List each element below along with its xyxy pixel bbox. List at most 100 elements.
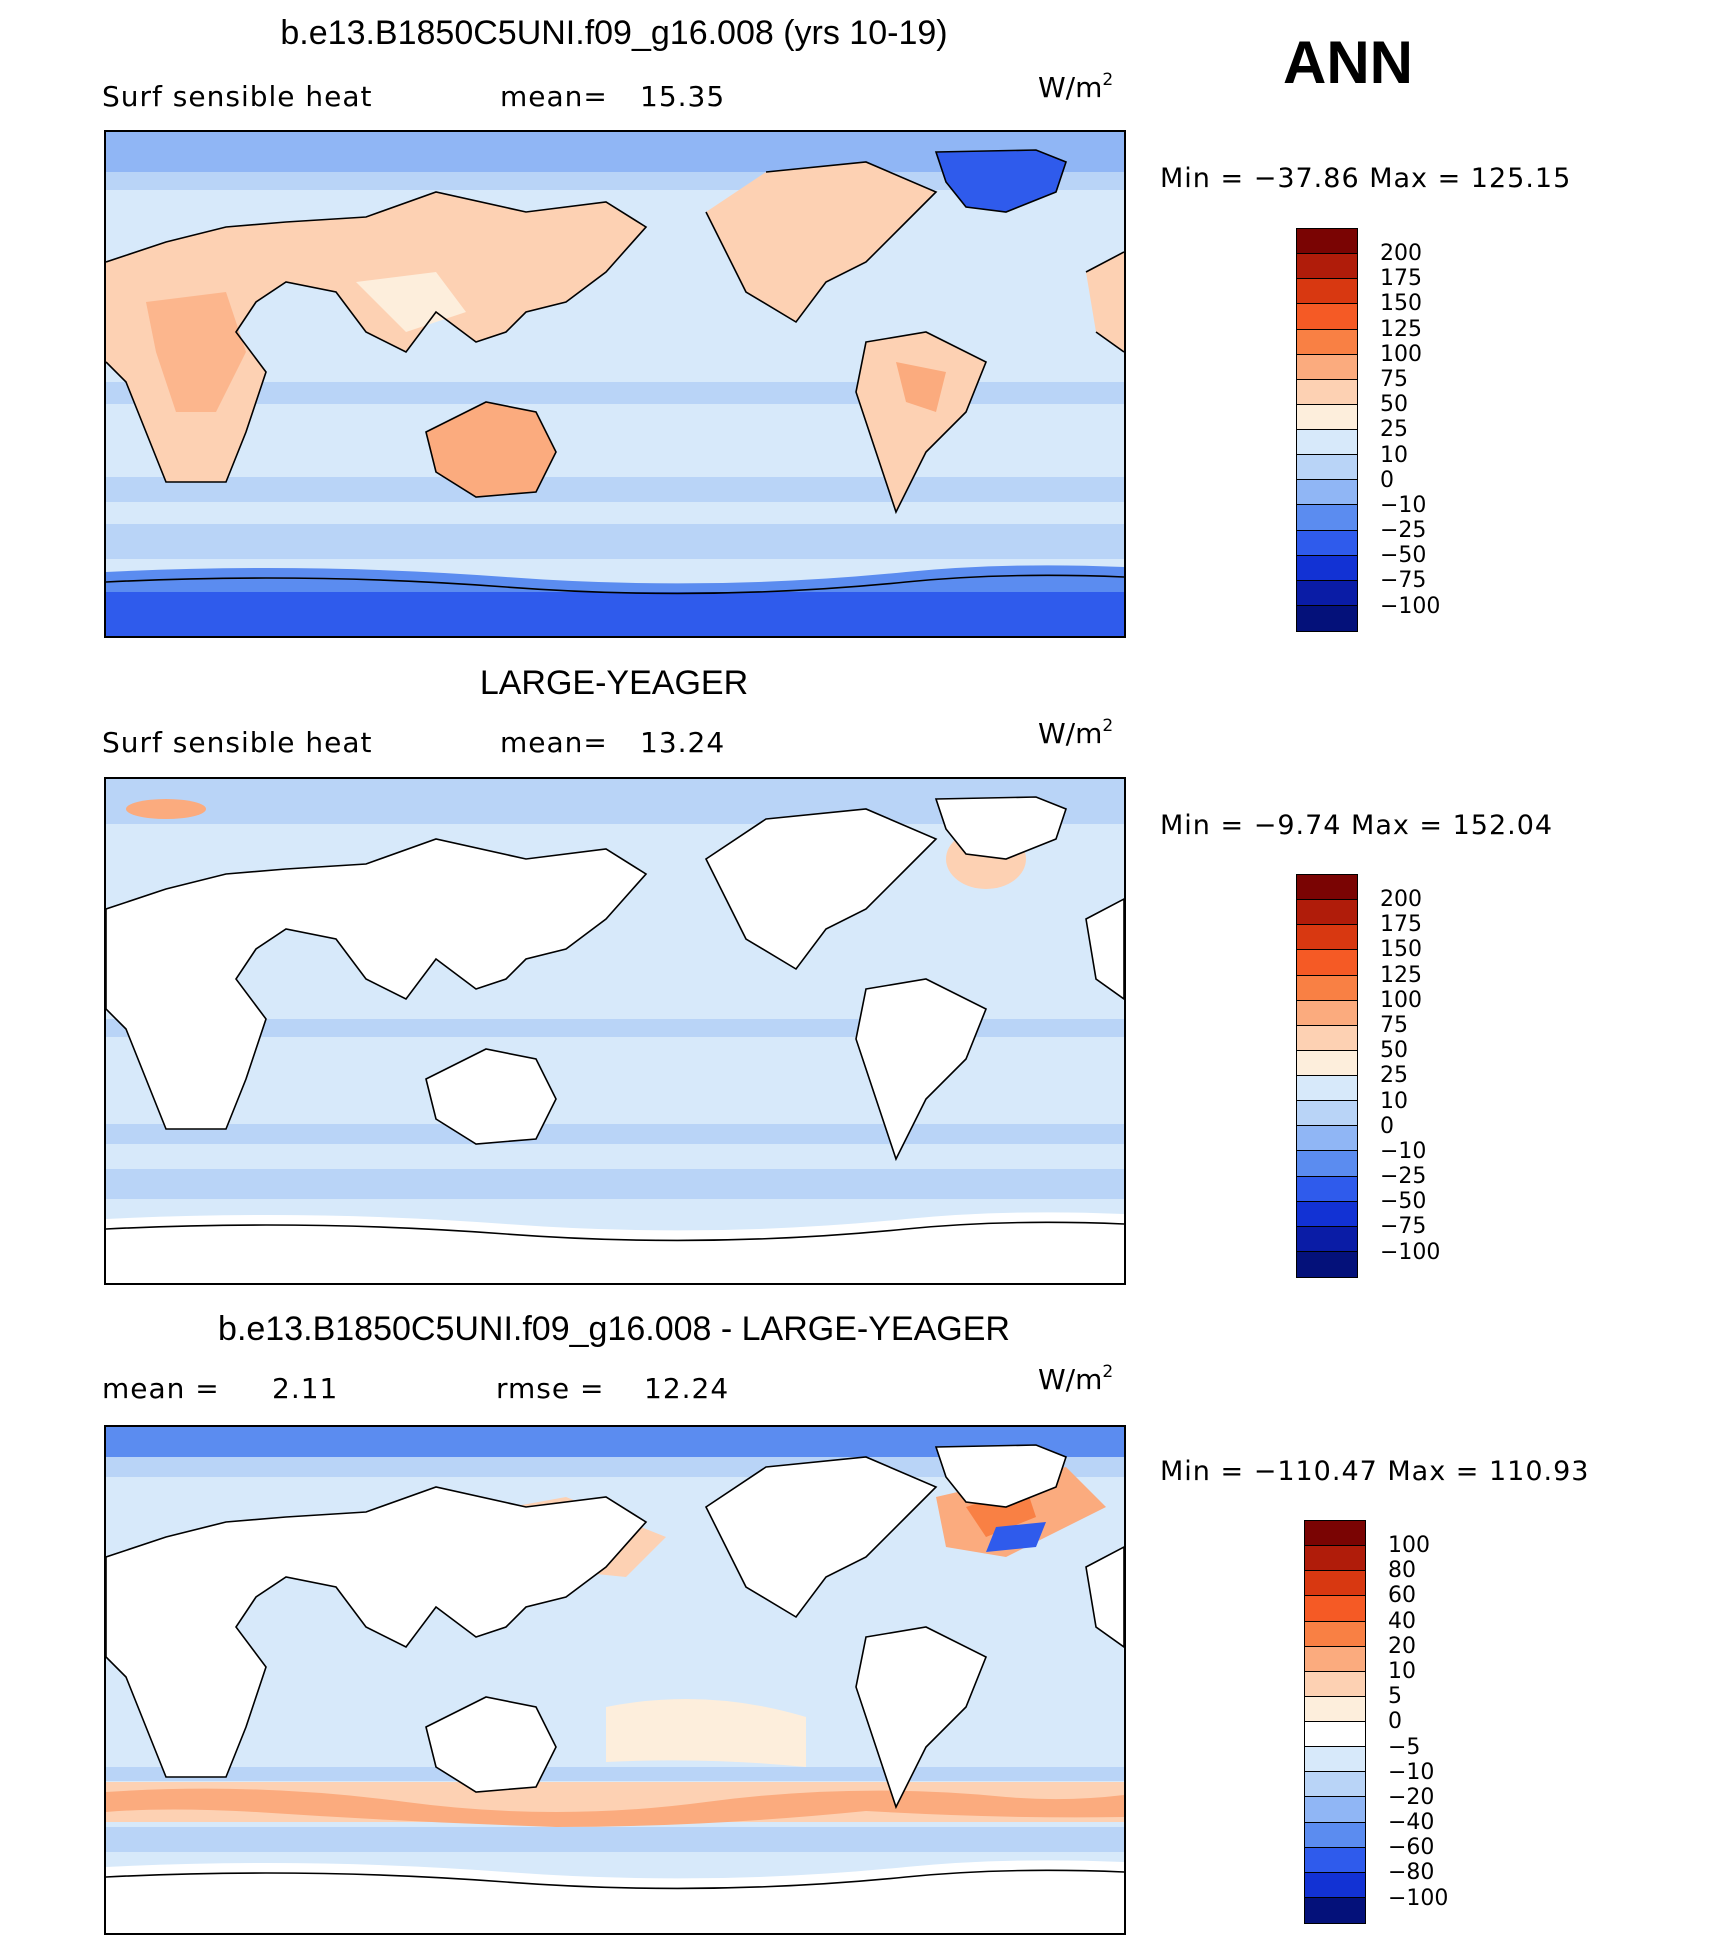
colorbar-level-label: 150: [1380, 291, 1422, 317]
colorbar-level-label: 40: [1388, 1608, 1416, 1634]
colorbar-swatch: [1297, 580, 1357, 606]
colorbar-level-label: 0: [1388, 1709, 1402, 1735]
colorbar-swatch: [1297, 229, 1357, 255]
colorbar-swatch: [1305, 1696, 1365, 1722]
panel-2-units: W/m2: [1038, 716, 1114, 750]
panel-2-mean-label: mean=: [500, 726, 608, 759]
colorbar-swatch: [1297, 900, 1357, 926]
panel-2-variable-label: Surf sensible heat: [102, 726, 373, 759]
panel-3-map: [104, 1425, 1126, 1935]
panel-2-colorbar-labels: 200 175 150 125 100 75 50 25 10 0 −10 −25 −50 −75 −100: [1380, 887, 1440, 1265]
colorbar-swatch: [1297, 1226, 1357, 1252]
colorbar-swatch: [1297, 605, 1357, 631]
panel-3-mean-value: 2.11: [272, 1372, 339, 1405]
colorbar-level-label: 25: [1380, 417, 1408, 443]
colorbar-level-label: 75: [1380, 366, 1408, 392]
colorbar-swatch: [1305, 1571, 1365, 1597]
colorbar-swatch: [1305, 1621, 1365, 1647]
colorbar-level-label: −100: [1380, 593, 1441, 619]
colorbar-swatch: [1297, 379, 1357, 405]
colorbar-swatch: [1305, 1822, 1365, 1848]
colorbar-level-label: −20: [1388, 1784, 1435, 1810]
panel-3-rmse-label: rmse =: [496, 1372, 605, 1405]
colorbar-level-label: 50: [1380, 1038, 1408, 1064]
colorbar-swatch: [1297, 950, 1357, 976]
colorbar-level-label: −100: [1388, 1885, 1449, 1911]
panel-3-minmax: Min = −110.47 Max = 110.93: [1160, 1456, 1590, 1487]
colorbar-swatch: [1305, 1872, 1365, 1898]
panel-2-map: [104, 777, 1126, 1285]
colorbar-swatch: [1297, 530, 1357, 556]
panel-1-mean-label: mean=: [500, 80, 608, 113]
colorbar-swatch: [1297, 1176, 1357, 1202]
colorbar-level-label: −10: [1380, 1138, 1427, 1164]
colorbar-level-label: 10: [1380, 1088, 1408, 1114]
colorbar-level-label: 10: [1388, 1658, 1416, 1684]
colorbar-swatch: [1297, 329, 1357, 355]
colorbar-level-label: −25: [1380, 518, 1427, 544]
colorbar-swatch: [1297, 304, 1357, 330]
panel-1-units: W/m2: [1038, 70, 1114, 104]
panel-3-mean-label: mean =: [102, 1372, 220, 1405]
panel-2-colorbar: [1296, 874, 1358, 1278]
panel-3-units: W/m2: [1038, 1362, 1114, 1396]
colorbar-swatch: [1305, 1847, 1365, 1873]
colorbar-swatch: [1297, 1101, 1357, 1127]
colorbar-swatch: [1297, 404, 1357, 430]
colorbar-swatch: [1297, 1000, 1357, 1026]
colorbar-level-label: 50: [1380, 392, 1408, 418]
colorbar-level-label: −80: [1388, 1860, 1435, 1886]
colorbar-swatch: [1297, 1050, 1357, 1076]
colorbar-swatch: [1297, 354, 1357, 380]
colorbar-swatch: [1305, 1797, 1365, 1823]
season-label: ANN: [1283, 29, 1413, 96]
colorbar-swatch: [1305, 1722, 1365, 1748]
panel-1-map: [104, 130, 1126, 638]
colorbar-level-label: −10: [1388, 1759, 1435, 1785]
colorbar-level-label: 20: [1388, 1633, 1416, 1659]
colorbar-swatch: [1297, 480, 1357, 506]
colorbar-swatch: [1297, 1126, 1357, 1152]
colorbar-level-label: 0: [1380, 467, 1394, 493]
colorbar-level-label: −60: [1388, 1835, 1435, 1861]
colorbar-swatch: [1305, 1671, 1365, 1697]
colorbar-swatch: [1305, 1897, 1365, 1923]
panel-3-title: b.e13.B1850C5UNI.f09_g16.008 - LARGE-YEA…: [218, 1310, 1010, 1348]
colorbar-swatch: [1305, 1521, 1365, 1547]
colorbar-swatch: [1305, 1546, 1365, 1572]
colorbar-level-label: 25: [1380, 1063, 1408, 1089]
colorbar-level-label: 75: [1380, 1012, 1408, 1038]
colorbar-level-label: 125: [1380, 316, 1422, 342]
colorbar-swatch: [1297, 1076, 1357, 1102]
colorbar-swatch: [1297, 875, 1357, 901]
colorbar-level-label: −25: [1380, 1164, 1427, 1190]
colorbar-level-label: 100: [1380, 987, 1422, 1013]
colorbar-swatch: [1305, 1772, 1365, 1798]
colorbar-swatch: [1297, 254, 1357, 280]
panel-1-colorbar: [1296, 228, 1358, 632]
colorbar-level-label: 125: [1380, 962, 1422, 988]
colorbar-level-label: −50: [1380, 1189, 1427, 1215]
panel-1-minmax: Min = −37.86 Max = 125.15: [1160, 163, 1572, 194]
panel-3-colorbar: [1304, 1520, 1366, 1924]
colorbar-level-label: −75: [1380, 1214, 1427, 1240]
panel-1-colorbar-labels: 200 175 150 125 100 75 50 25 10 0 −10 −25 −50 −75 −100: [1380, 241, 1440, 619]
colorbar-swatch: [1297, 1251, 1357, 1277]
colorbar-level-label: 200: [1380, 887, 1422, 912]
colorbar-level-label: −10: [1380, 492, 1427, 518]
panel-3-rmse-value: 12.24: [644, 1372, 730, 1405]
colorbar-level-label: 0: [1380, 1113, 1394, 1139]
colorbar-level-label: 175: [1380, 912, 1422, 938]
panel-1-title: b.e13.B1850C5UNI.f09_g16.008 (yrs 10-19): [280, 14, 948, 52]
colorbar-swatch: [1297, 430, 1357, 456]
colorbar-level-label: −5: [1388, 1734, 1421, 1760]
panel-2-minmax: Min = −9.74 Max = 152.04: [1160, 810, 1554, 841]
colorbar-swatch: [1297, 1151, 1357, 1177]
colorbar-level-label: 150: [1380, 937, 1422, 963]
colorbar-level-label: −75: [1380, 568, 1427, 594]
colorbar-level-label: 10: [1380, 442, 1408, 468]
colorbar-level-label: 175: [1380, 266, 1422, 292]
colorbar-level-label: 60: [1388, 1583, 1416, 1609]
colorbar-swatch: [1305, 1747, 1365, 1773]
panel-2-title: LARGE-YEAGER: [479, 664, 749, 702]
